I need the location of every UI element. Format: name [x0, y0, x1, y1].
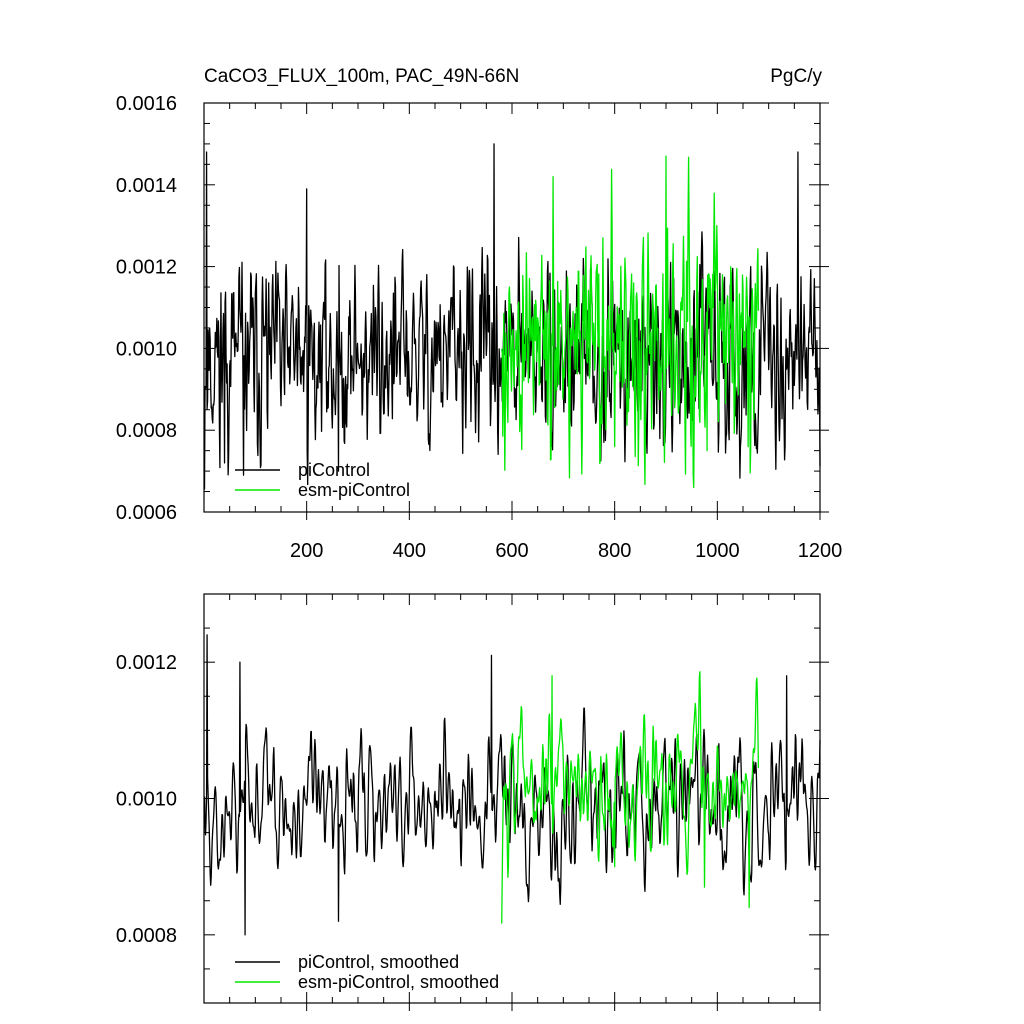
x-tick-label: 1000: [695, 540, 740, 562]
axis-layer: 200 400 600 800 1000 1200 0.0006 0.0008 0.0010 0.…: [116, 93, 842, 562]
x-tick-label: 1200: [798, 540, 843, 562]
units-label: PgC/y: [770, 66, 822, 87]
y-tick-label: 0.0012: [116, 652, 177, 674]
series-layer: [203, 143, 821, 490]
y-tick-label: 0.0008: [116, 420, 177, 442]
legend: piControl esm-piControl: [235, 460, 410, 500]
legend-label-picontrol-smoothed: piControl, smoothed: [298, 952, 459, 972]
x-tick-label: 200: [290, 540, 323, 562]
legend-label-esm-picontrol: esm-piControl: [298, 480, 410, 500]
series-line-picontrol-smoothed: [203, 634, 821, 936]
plot-frame: [203, 593, 821, 1004]
y-tick-label: 0.0006: [116, 502, 177, 524]
legend-label-esm-picontrol-smoothed: esm-piControl, smoothed: [298, 972, 499, 992]
x-tick-label: 600: [495, 540, 528, 562]
y-tick-label: 0.0014: [116, 175, 177, 197]
x-tick-label: 400: [393, 540, 426, 562]
y-tick-label: 0.0010: [116, 338, 177, 360]
raw-flux-panel: CaCO3_FLUX_100m, PAC_49N-66N PgC/y 200 40…: [116, 66, 842, 562]
y-tick-label: 0.0010: [116, 789, 177, 811]
legend-label-picontrol: piControl: [298, 460, 370, 480]
y-tick-label: 0.0012: [116, 257, 177, 279]
y-tick-label: 0.0008: [116, 925, 177, 947]
y-tick-label: 0.0016: [116, 93, 177, 115]
smoothed-flux-panel: 0.0008 0.0010 0.0012 piControl, smoothed e…: [116, 593, 829, 1011]
x-tick-label: 800: [598, 540, 631, 562]
axis-layer: 0.0008 0.0010 0.0012: [116, 593, 829, 1011]
chart-title: CaCO3_FLUX_100m, PAC_49N-66N: [204, 66, 519, 87]
series-line-esm-picontrol: [501, 155, 760, 489]
series-layer: [203, 634, 821, 936]
series-line-esm-picontrol-smoothed: [501, 671, 760, 924]
legend: piControl, smoothed esm-piControl, smoot…: [235, 952, 499, 992]
